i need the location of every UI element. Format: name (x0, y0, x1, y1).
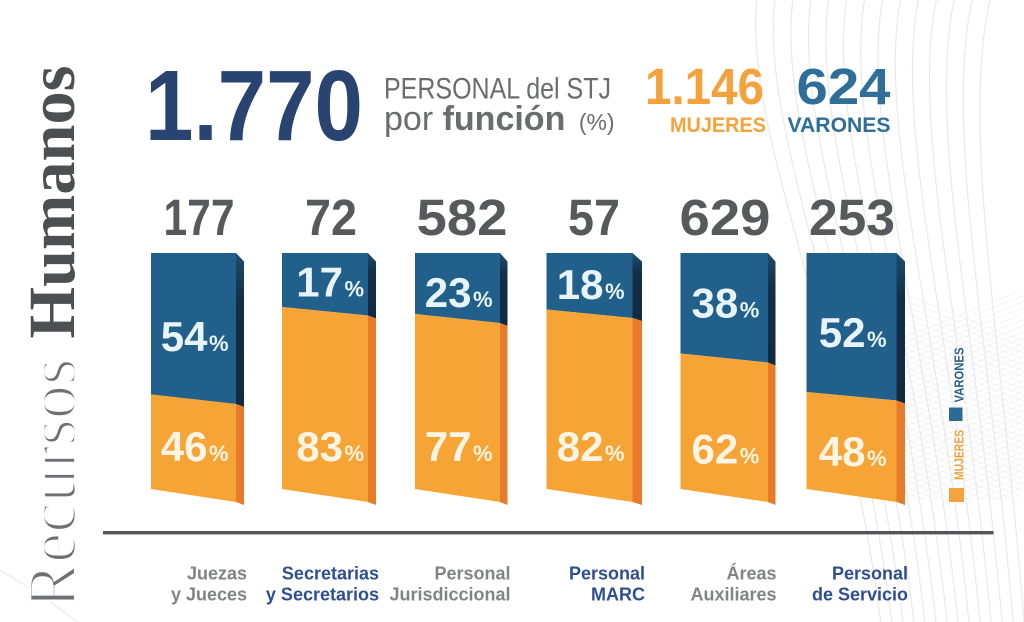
svg-text:582: 582 (417, 189, 508, 246)
svg-text:%: % (605, 279, 625, 304)
svg-text:%: % (740, 298, 760, 323)
svg-text:%: % (867, 327, 887, 352)
svg-text:72: 72 (305, 189, 357, 246)
svg-text:de Servicio: de Servicio (812, 585, 908, 605)
svg-text:Auxiliares: Auxiliares (690, 585, 776, 605)
svg-text:83: 83 (296, 423, 343, 470)
svg-text:38: 38 (692, 280, 739, 327)
svg-text:629: 629 (680, 189, 771, 246)
svg-text:17: 17 (296, 259, 343, 306)
svg-text:52: 52 (819, 309, 866, 356)
svg-text:%: % (605, 441, 625, 466)
svg-text:%: % (209, 331, 229, 356)
svg-text:%: % (740, 444, 760, 469)
svg-text:177: 177 (164, 189, 235, 246)
svg-text:Recursos: Recursos (15, 359, 91, 609)
svg-text:Personal: Personal (434, 564, 510, 584)
svg-text:y Secretarios: y Secretarios (266, 585, 379, 605)
svg-text:PERSONAL del STJ: PERSONAL del STJ (384, 73, 611, 106)
svg-text:1.770: 1.770 (145, 50, 363, 162)
svg-text:Jurisdiccional: Jurisdiccional (389, 585, 510, 605)
svg-text:23: 23 (425, 269, 472, 316)
svg-text:MUJERES: MUJERES (670, 113, 766, 137)
svg-text:46: 46 (161, 423, 208, 470)
svg-text:624: 624 (797, 58, 892, 115)
svg-text:VARONES: VARONES (788, 113, 891, 137)
svg-text:48: 48 (819, 428, 866, 475)
svg-text:Secretarias: Secretarias (282, 564, 379, 584)
svg-text:Humanos: Humanos (16, 66, 89, 339)
svg-text:%: % (473, 441, 493, 466)
svg-text:1.146: 1.146 (645, 58, 764, 115)
svg-text:Áreas: Áreas (726, 563, 776, 584)
svg-text:%: % (345, 441, 365, 466)
svg-text:Personal: Personal (569, 564, 645, 584)
svg-text:54: 54 (161, 313, 208, 360)
svg-text:%: % (345, 277, 365, 302)
svg-text:77: 77 (425, 423, 472, 470)
svg-text:18: 18 (557, 261, 604, 308)
svg-text:MARC: MARC (591, 585, 645, 605)
svg-text:VARONES: VARONES (952, 347, 967, 402)
svg-text:Personal: Personal (832, 564, 908, 584)
svg-text:MUJERES: MUJERES (952, 430, 967, 480)
svg-text:%: % (209, 441, 229, 466)
svg-text:%: % (867, 446, 887, 471)
svg-text:62: 62 (692, 426, 739, 473)
svg-text:y Jueces: y Jueces (171, 585, 247, 605)
svg-text:57: 57 (568, 189, 620, 246)
svg-text:Juezas: Juezas (187, 564, 247, 584)
svg-text:253: 253 (809, 189, 895, 246)
svg-text:%: % (473, 287, 493, 312)
svg-text:82: 82 (557, 423, 604, 470)
